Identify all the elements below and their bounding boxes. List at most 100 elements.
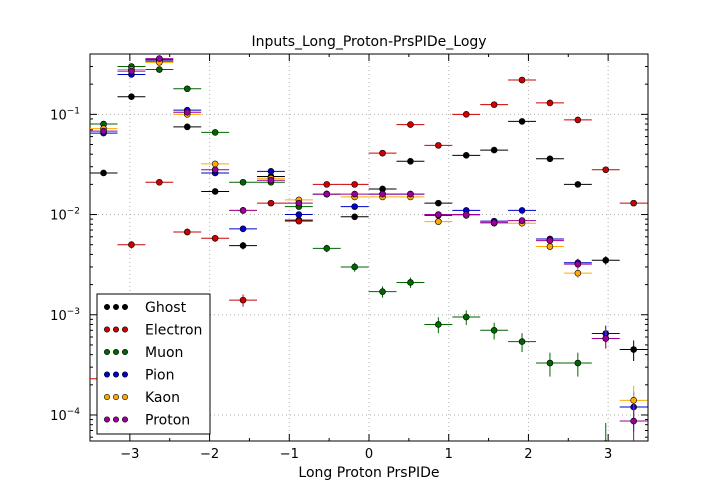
data-point bbox=[435, 199, 442, 207]
data-point bbox=[602, 335, 610, 342]
data-point bbox=[630, 417, 637, 425]
data-point bbox=[156, 178, 163, 186]
data-point bbox=[156, 66, 163, 73]
data-point bbox=[462, 313, 470, 321]
x-tick-label: 3 bbox=[604, 447, 612, 462]
data-point bbox=[239, 296, 247, 304]
y-tick-label: 10−4 bbox=[50, 407, 80, 424]
data-point bbox=[490, 146, 498, 154]
legend-marker bbox=[113, 393, 120, 400]
legend-label: Pion bbox=[145, 368, 174, 384]
data-point bbox=[490, 101, 498, 108]
data-point bbox=[490, 326, 498, 334]
data-point bbox=[128, 67, 135, 75]
data-point bbox=[351, 263, 358, 271]
data-point bbox=[351, 213, 358, 221]
data-point bbox=[295, 199, 303, 207]
data-point bbox=[630, 199, 637, 207]
data-point bbox=[351, 181, 358, 188]
legend: Ghost Electron Muon Pion Kaon Proton bbox=[96, 293, 211, 435]
series-electron bbox=[90, 76, 648, 396]
legend-label: Electron bbox=[145, 323, 202, 339]
data-point bbox=[407, 190, 414, 198]
legend-marker bbox=[113, 416, 120, 423]
data-point bbox=[183, 108, 191, 116]
data-point bbox=[323, 181, 331, 188]
y-tick-label: 10−2 bbox=[50, 207, 80, 224]
data-point bbox=[128, 241, 135, 249]
plot-axes: −3 −2 −1 0 1 2 3 10−4 10−3 10−2 10−1 bbox=[50, 53, 649, 462]
legend-marker bbox=[122, 416, 129, 423]
data-point bbox=[518, 207, 526, 214]
legend-marker bbox=[104, 416, 111, 423]
data-point bbox=[546, 359, 554, 367]
data-point bbox=[211, 234, 219, 242]
legend-marker bbox=[104, 348, 111, 355]
data-point bbox=[379, 149, 386, 157]
data-point bbox=[295, 217, 303, 225]
x-axis-label: Long Proton PrsPIDe bbox=[298, 465, 439, 481]
legend-label: Muon bbox=[145, 345, 183, 361]
data-point bbox=[630, 346, 637, 353]
data-point bbox=[239, 207, 247, 214]
data-point bbox=[574, 359, 582, 367]
data-point bbox=[546, 237, 554, 244]
data-point bbox=[407, 157, 414, 165]
data-point bbox=[546, 99, 554, 107]
data-point bbox=[435, 142, 442, 149]
data-point bbox=[183, 228, 191, 236]
data-point bbox=[295, 211, 303, 218]
data-point bbox=[574, 116, 582, 124]
legend-marker bbox=[113, 303, 120, 310]
data-point bbox=[100, 169, 107, 177]
data-series bbox=[90, 55, 648, 441]
legend-marker bbox=[104, 393, 111, 400]
data-point bbox=[407, 279, 414, 286]
data-point bbox=[267, 176, 275, 184]
data-point bbox=[518, 76, 526, 84]
data-point bbox=[211, 188, 219, 195]
data-point bbox=[379, 190, 386, 198]
data-point bbox=[435, 211, 442, 218]
legend-marker bbox=[122, 348, 129, 355]
data-point bbox=[211, 166, 219, 174]
data-point bbox=[211, 160, 219, 168]
data-point bbox=[546, 243, 554, 250]
x-tick-label: −2 bbox=[200, 447, 219, 462]
legend-marker bbox=[122, 393, 129, 400]
legend-entry-ghost: Ghost bbox=[104, 300, 187, 316]
legend-marker bbox=[113, 371, 120, 378]
data-point bbox=[518, 217, 526, 224]
data-point bbox=[267, 168, 275, 175]
data-point bbox=[239, 178, 247, 186]
data-point bbox=[351, 203, 358, 210]
legend-entry-muon: Muon bbox=[104, 345, 183, 361]
data-point bbox=[239, 242, 247, 249]
data-point bbox=[518, 118, 526, 125]
legend-label: Ghost bbox=[145, 300, 187, 316]
data-point bbox=[156, 55, 163, 62]
series-proton bbox=[90, 55, 648, 441]
data-point bbox=[574, 260, 582, 268]
data-point bbox=[462, 152, 470, 159]
legend-entry-proton: Proton bbox=[104, 413, 190, 429]
data-point bbox=[574, 181, 582, 188]
x-tick-label: 0 bbox=[365, 447, 373, 462]
y-tick-label: 10−1 bbox=[50, 106, 80, 123]
data-point bbox=[603, 440, 608, 441]
x-tick-label: −1 bbox=[280, 447, 299, 462]
chart-title: Inputs_Long_Proton-PrsPIDe_Logy bbox=[251, 34, 486, 50]
data-point bbox=[407, 121, 414, 128]
legend-marker bbox=[104, 326, 111, 333]
legend-entry-electron: Electron bbox=[104, 323, 202, 339]
data-point bbox=[183, 85, 191, 93]
data-point bbox=[351, 190, 358, 198]
x-tick-label: 1 bbox=[445, 447, 453, 462]
data-point bbox=[574, 269, 582, 277]
data-point bbox=[518, 338, 526, 345]
data-point bbox=[435, 218, 442, 225]
data-point bbox=[267, 199, 275, 207]
legend-marker bbox=[122, 303, 129, 310]
legend-entry-pion: Pion bbox=[104, 368, 174, 384]
